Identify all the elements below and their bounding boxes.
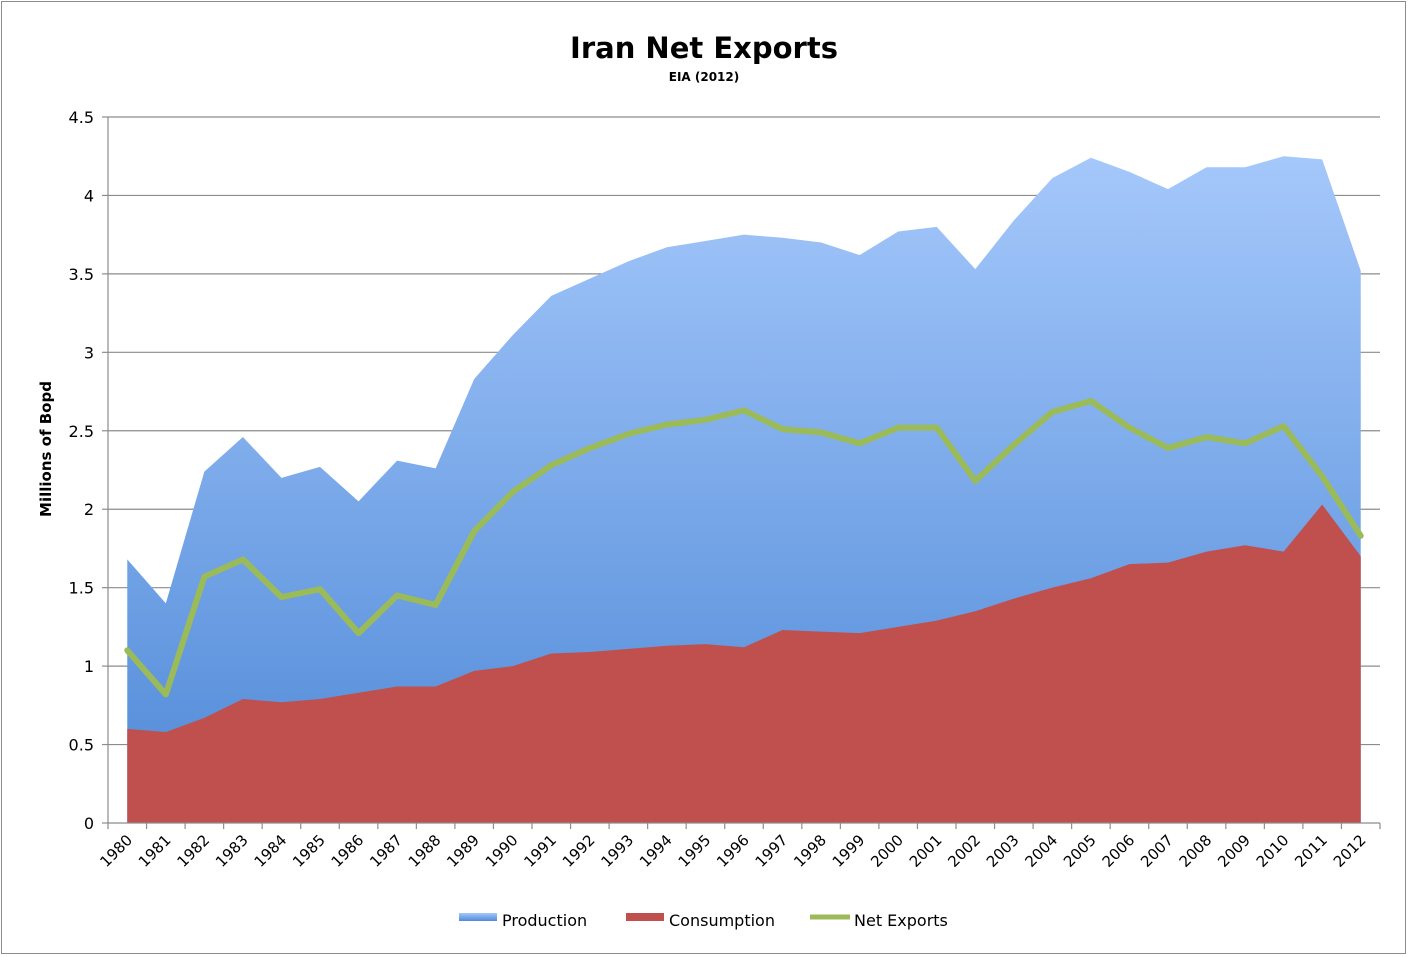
x-tick-label: 2012: [1330, 831, 1370, 871]
x-tick-label: 1983: [212, 831, 252, 871]
y-tick-label: 4: [84, 186, 94, 205]
x-tick-label: 1980: [96, 831, 136, 871]
x-tick-label: 2004: [1021, 831, 1061, 871]
line-series: [124, 397, 1364, 698]
x-tick-label: 2008: [1176, 831, 1216, 871]
production-legend-swatch: [459, 913, 497, 921]
x-tick-label: 1987: [366, 831, 406, 871]
y-tick-label: 1: [84, 657, 94, 676]
x-tick-label: 1991: [520, 831, 560, 871]
x-tick-label: 1982: [173, 831, 213, 871]
x-tick-label: 2006: [1099, 831, 1139, 871]
y-axis-label: Millions of Bopd: [37, 381, 55, 517]
y-tick-label: 4.5: [69, 108, 94, 127]
y-tick-label: 1.5: [69, 579, 94, 598]
y-tick-label: 2.5: [69, 422, 94, 441]
x-tick-label: 1989: [443, 831, 483, 871]
x-tick-label: 2000: [867, 831, 907, 871]
area-series: [127, 156, 1361, 823]
x-tick-label: 1984: [251, 831, 291, 871]
x-tick-label: 1981: [135, 831, 175, 871]
axes: [102, 116, 1381, 829]
chart-title: Iran Net Exports: [570, 31, 838, 65]
x-tick-labels: 1980198119821983198419851986198719881989…: [96, 831, 1369, 871]
y-tick-label: 0: [84, 814, 94, 833]
production-legend-label: Production: [502, 911, 587, 930]
x-tick-label: 1990: [482, 831, 522, 871]
x-tick-label: 2002: [944, 831, 984, 871]
y-tick-labels: 0 0.5 1 1.5 2 2.5 3 3.5 4 4.5: [69, 108, 94, 833]
x-tick-label: 1988: [405, 831, 445, 871]
y-tick-label: 3: [84, 343, 94, 362]
x-tick-label: 2009: [1214, 831, 1254, 871]
x-tick-label: 1994: [636, 831, 676, 871]
consumption-area: [127, 504, 1361, 823]
x-tick-label: 1997: [752, 831, 792, 871]
y-tick-label: 3.5: [69, 265, 94, 284]
y-tick-label: 0.5: [69, 736, 94, 755]
x-tick-label: 1992: [559, 831, 599, 871]
x-tick-label: 2010: [1253, 831, 1293, 871]
x-tick-label: 2005: [1060, 831, 1100, 871]
consumption-legend-label: Consumption: [669, 911, 775, 930]
x-tick-label: 1996: [713, 831, 753, 871]
x-tick-label: 1999: [829, 831, 869, 871]
x-tick-label: 2001: [906, 831, 946, 871]
net-exports-legend-label: Net Exports: [854, 911, 948, 930]
x-tick-label: 2003: [983, 831, 1023, 871]
x-tick-label: 1986: [328, 831, 368, 871]
x-tick-label: 1985: [289, 831, 329, 871]
x-tick-label: 2011: [1291, 831, 1331, 871]
consumption-legend-swatch: [626, 913, 664, 921]
legend: Production Consumption Net Exports: [459, 911, 948, 930]
x-tick-label: 1998: [790, 831, 830, 871]
y-tick-label: 2: [84, 500, 94, 519]
x-tick-label: 1995: [675, 831, 715, 871]
x-tick-label: 2007: [1137, 831, 1177, 871]
net-exports-line: [124, 397, 1364, 698]
x-tick-label: 1993: [597, 831, 637, 871]
chart-subtitle: EIA (2012): [669, 70, 740, 84]
